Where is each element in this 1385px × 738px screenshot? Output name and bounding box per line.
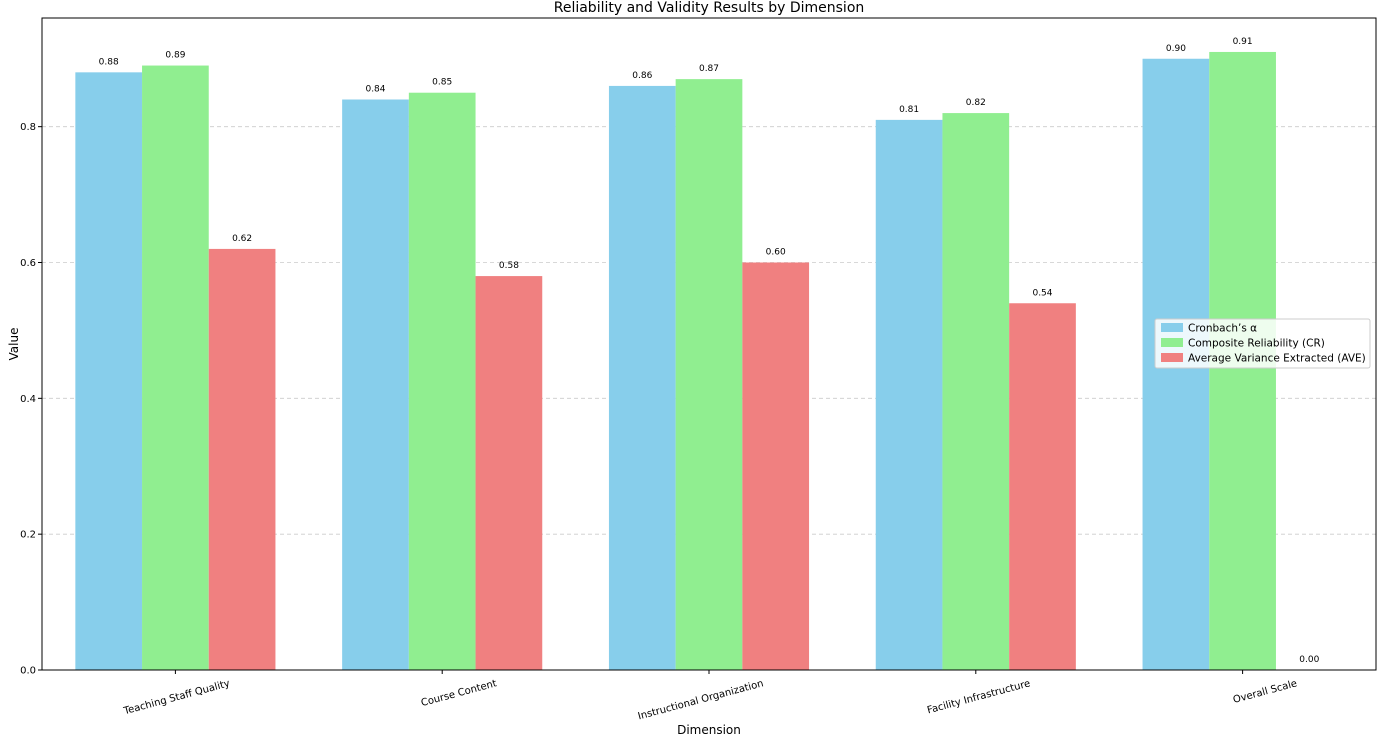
bar [875, 119, 943, 670]
y-tick-label: 0.8 [20, 122, 36, 133]
x-axis: Teaching Staff Quality Course Content Inst… [122, 670, 1298, 722]
bar-value-label: 0.82 [966, 98, 986, 108]
bar [408, 92, 476, 671]
bar [742, 262, 810, 670]
bar-value-label: 0.88 [99, 57, 119, 67]
legend-frame [1154, 318, 1371, 369]
x-tick-label: Teaching Staff Quality [122, 678, 232, 717]
bar [342, 99, 409, 670]
bar-value-label: 0.89 [165, 51, 185, 61]
bar-value-label: 0.90 [1166, 44, 1186, 54]
y-tick-label: 0.0 [20, 666, 36, 677]
x-axis-label: Dimension [677, 723, 741, 737]
legend-swatch [1161, 323, 1183, 332]
legend: Cronbach’s α Composite Reliability (CR) Av… [1154, 318, 1371, 369]
y-axis-label: Value [7, 328, 21, 361]
bar-value-label: 0.54 [1032, 288, 1052, 298]
x-tick-label: Instructional Organization [637, 678, 765, 722]
legend-entry: Cronbach’s α [1188, 323, 1257, 335]
y-tick-label: 0.6 [20, 258, 36, 269]
y-tick-label: 0.4 [20, 394, 36, 405]
bar-value-label: 0.58 [499, 261, 519, 271]
chart-title: Reliability and Validity Results by Dime… [554, 0, 865, 16]
legend-entry: Composite Reliability (CR) [1188, 338, 1325, 350]
legend-swatch [1161, 353, 1183, 362]
y-tick-label: 0.2 [20, 530, 36, 541]
bars [75, 51, 1276, 671]
bar [475, 276, 543, 670]
bar-value-label: 0.84 [365, 85, 385, 95]
bar-value-label: 0.00 [1299, 655, 1319, 665]
y-axis: 0.0 0.2 0.4 0.6 0.8 [20, 122, 42, 677]
bar-value-label: 0.62 [232, 234, 252, 244]
bar [75, 72, 143, 671]
bar [608, 85, 676, 670]
x-tick-label: Overall Scale [1232, 678, 1298, 706]
legend-swatch [1161, 338, 1183, 347]
bar-value-label: 0.91 [1233, 37, 1253, 47]
value-labels: 0.88 0.89 0.62 0.84 0.85 0.58 0.86 0.87 0.60 0.81… [99, 37, 1320, 665]
bar [208, 248, 276, 670]
legend-entry: Average Variance Extracted (AVE) [1188, 353, 1366, 365]
bar [1009, 303, 1076, 670]
x-tick-label: Facility Infrastructure [926, 678, 1031, 716]
x-tick-label: Course Content [420, 678, 498, 709]
bar-value-label: 0.81 [899, 105, 919, 115]
bar-value-label: 0.86 [632, 71, 652, 81]
bar-value-label: 0.60 [766, 248, 786, 258]
bar [142, 65, 209, 670]
bar [675, 79, 743, 670]
bar-value-label: 0.85 [432, 78, 452, 88]
bar [942, 113, 1010, 671]
bar-value-label: 0.87 [699, 64, 719, 74]
